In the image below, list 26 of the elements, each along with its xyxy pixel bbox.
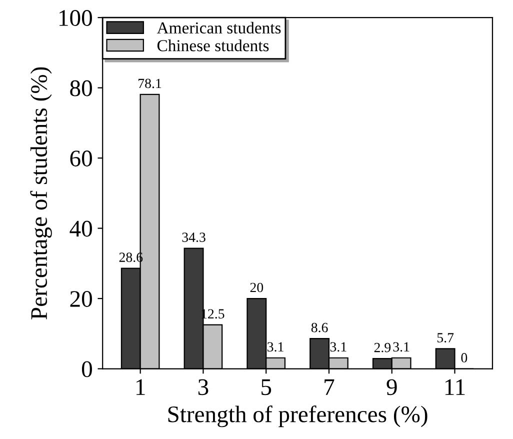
legend-label: Chinese students xyxy=(157,40,269,52)
x-tick-label: 11 xyxy=(445,379,465,395)
data-label: 5.7 xyxy=(437,333,454,342)
y-axis-title: Percentage of students (%) xyxy=(30,67,52,320)
y-tick-label: 100 xyxy=(60,10,92,26)
y-tick-label: 0 xyxy=(82,361,92,378)
x-axis-title: Strength of preferences (%) xyxy=(168,405,428,428)
x-tick-label: 3 xyxy=(198,379,208,396)
x-tick-label: 1 xyxy=(136,379,145,395)
data-label: 2.9 xyxy=(374,342,391,352)
data-label: 3.1 xyxy=(393,342,410,352)
data-label: 20 xyxy=(250,282,264,292)
data-label: 34.3 xyxy=(182,232,206,242)
data-label: 78.1 xyxy=(138,78,162,88)
data-label: 0 xyxy=(461,353,468,362)
data-label: 3.1 xyxy=(268,342,284,352)
y-tick-label: 40 xyxy=(70,220,92,237)
y-tick-label: 60 xyxy=(70,150,92,166)
x-tick-label: 5 xyxy=(262,379,272,396)
x-tick-label: 7 xyxy=(324,379,334,395)
y-tick-label: 80 xyxy=(70,80,92,96)
legend-label: American students xyxy=(156,22,281,34)
data-label: 3.1 xyxy=(330,342,346,352)
y-tick-label: 20 xyxy=(70,291,92,307)
data-label: 8.6 xyxy=(311,322,328,332)
x-tick-label: 9 xyxy=(386,379,397,396)
